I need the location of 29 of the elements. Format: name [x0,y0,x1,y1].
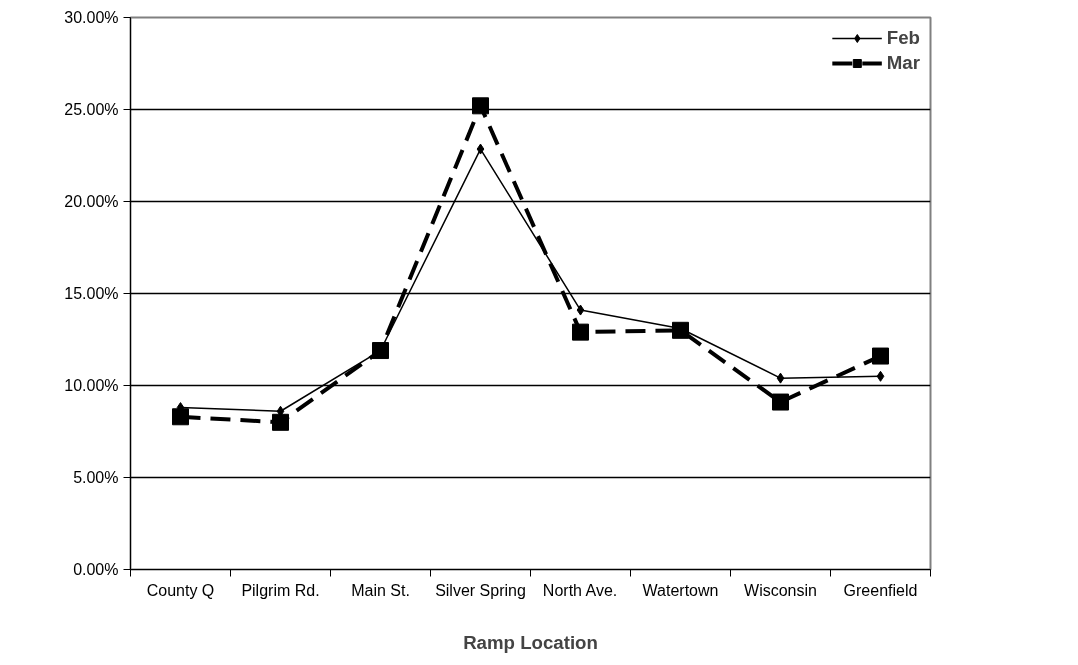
point [172,408,189,426]
legend-label: Mar [886,52,920,74]
point [672,321,689,339]
x-tick-label: Greenfield [843,581,918,599]
x-tick-label: Wisconsin [744,581,817,599]
y-tick-label: 0.00% [73,561,119,578]
point [876,370,885,382]
point [572,323,589,341]
legend-label: Feb [886,27,920,49]
y-tick-label: 30.00% [64,9,119,26]
y-tick-label: 10.00% [64,377,119,394]
y-tick-label: 15.00% [64,285,119,302]
x-tick-label: County Q [146,581,215,599]
y-tick-label: 5.00% [73,469,119,486]
x-axis-title: Ramp Location [463,631,598,653]
point [476,143,485,155]
x-tick-label: Main St. [351,581,410,599]
point [576,304,585,316]
point [272,413,289,431]
y-tick-label: 25.00% [64,101,119,118]
y-tick-label: 20.00% [64,193,119,210]
point [472,97,489,115]
x-tick-label: Silver Spring [435,581,526,599]
x-tick-label: Watertown [642,581,719,599]
point [776,372,785,384]
point [872,347,889,365]
x-tick-label: Pilgrim Rd. [241,581,320,599]
x-tick-label: North Ave. [542,581,618,599]
point [772,393,789,411]
